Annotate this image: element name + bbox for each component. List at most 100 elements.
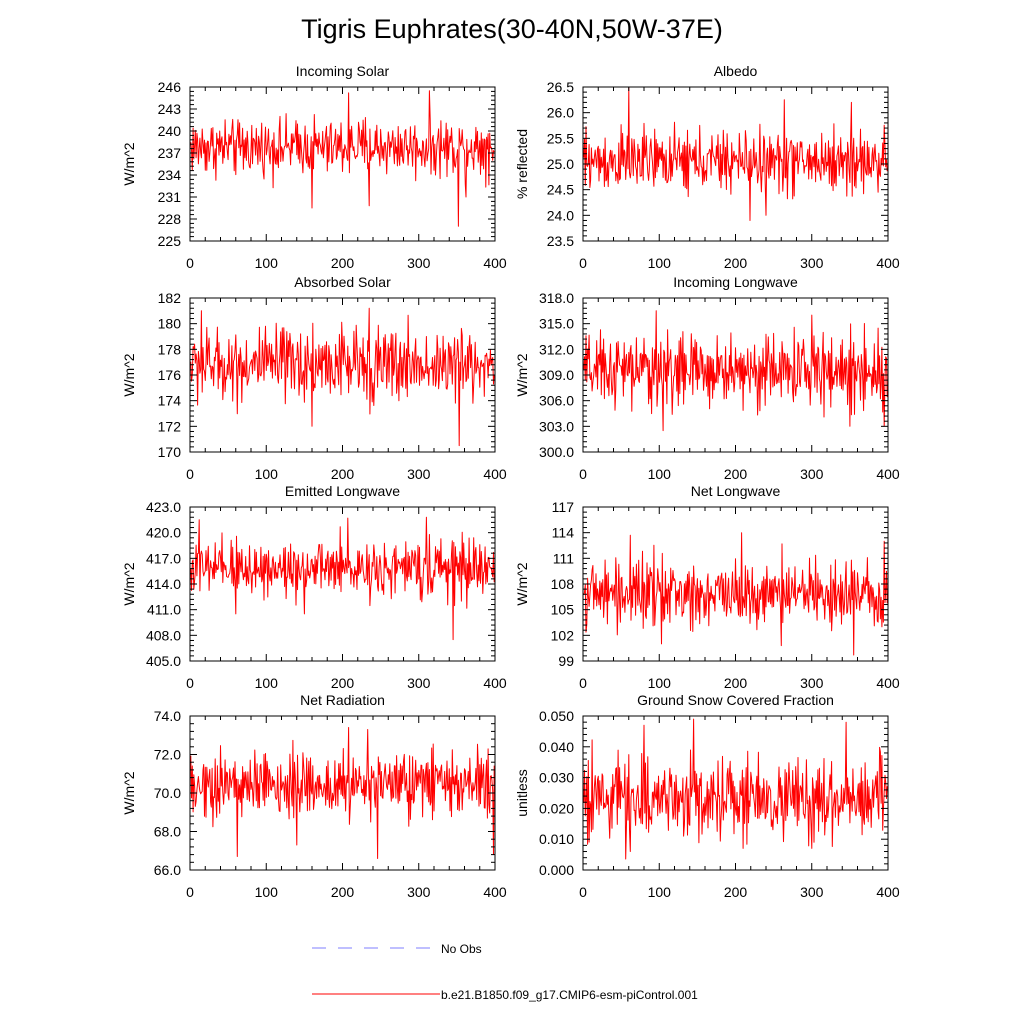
y-axis-label: W/m^2 [121,142,137,185]
panel-3: Absorbed Solar W/m^2 0 100 200 300 400 170 172 17… [121,274,507,482]
x-tick-label: 0 [579,255,587,271]
y-tick-label: 300.0 [539,444,574,460]
x-tick-label: 200 [724,675,748,691]
y-tick-label: 74.0 [154,708,181,724]
y-tick-label: 26.0 [547,105,574,121]
y-tick-label: 105 [551,602,575,618]
y-tick-label: 315.0 [539,316,574,332]
panel-title: Absorbed Solar [294,274,391,290]
panel-4: Incoming Longwave W/m^2 0 100 200 300 400 300.0… [514,274,900,482]
x-tick-label: 300 [800,466,824,482]
y-tick-label: 312.0 [539,341,574,357]
y-tick-label: 174 [158,393,182,409]
series-line [190,516,495,641]
x-tick-label: 300 [407,466,431,482]
panel-1: Incoming Solar W/m^2 0 100 200 300 400 225 228 23… [121,63,507,271]
plot-frame [582,297,889,453]
y-tick-label: 25.0 [547,156,574,172]
panel-5: Emitted Longwave W/m^2 0 100 200 300 400 405.0 4… [121,483,507,691]
y-axis-label: W/m^2 [514,353,530,396]
y-tick-label: 176 [158,367,182,383]
y-tick-label: 178 [158,341,182,357]
y-tick-label: 0.030 [539,770,574,786]
series-line [583,87,888,221]
series-line [583,532,888,656]
x-tick-label: 100 [648,466,672,482]
y-axis-label: % reflected [514,129,530,199]
panel-8: Ground Snow Covered Fraction unitless 0 100… [514,692,900,900]
series-line [190,727,495,859]
y-axis-label: W/m^2 [121,562,137,605]
y-tick-label: 318.0 [539,290,574,306]
y-tick-label: 24.5 [547,182,574,198]
series-line [190,90,495,227]
x-tick-label: 400 [876,255,900,271]
y-tick-label: 228 [158,211,182,227]
y-tick-label: 414.0 [146,576,181,592]
x-tick-label: 100 [255,466,279,482]
y-tick-label: 172 [158,418,182,434]
plot-frame [189,297,496,453]
panel-title: Emitted Longwave [285,483,400,499]
panel-7: Net Radiation W/m^2 0 100 200 300 400 66.0 68.0 7… [121,692,507,900]
y-axis-label: W/m^2 [121,353,137,396]
x-tick-label: 400 [483,255,507,271]
x-tick-label: 400 [483,884,507,900]
x-tick-label: 200 [331,675,355,691]
y-tick-label: 405.0 [146,653,181,669]
y-tick-label: 68.0 [154,824,181,840]
y-tick-label: 108 [551,576,575,592]
y-tick-label: 411.0 [147,602,181,618]
x-tick-label: 100 [255,255,279,271]
x-tick-label: 100 [648,255,672,271]
legend-run-line [312,993,440,995]
y-tick-label: 170 [158,444,182,460]
series-line [583,310,888,432]
legend-no-obs-line [312,947,440,949]
x-tick-label: 100 [648,884,672,900]
panel-2: Albedo % reflected 0 100 200 300 400 23.5 24.0 24… [514,63,900,271]
y-tick-label: 246 [158,79,182,95]
y-tick-label: 26.5 [547,79,574,95]
x-tick-label: 200 [724,255,748,271]
x-tick-label: 400 [876,466,900,482]
x-tick-label: 400 [876,675,900,691]
panel-title: Albedo [714,63,758,79]
y-tick-label: 180 [158,316,182,332]
x-tick-label: 0 [186,675,194,691]
y-tick-label: 117 [552,499,575,515]
series-line [190,307,495,447]
x-tick-label: 100 [255,884,279,900]
x-tick-label: 400 [483,675,507,691]
panel-title: Ground Snow Covered Fraction [637,692,834,708]
y-tick-label: 420.0 [146,525,181,541]
y-tick-label: 0.000 [539,862,574,878]
y-tick-label: 408.0 [146,627,181,643]
x-tick-label: 400 [876,884,900,900]
y-tick-label: 231 [158,189,182,205]
x-tick-label: 0 [186,255,194,271]
y-tick-label: 0.040 [539,739,574,755]
y-axis-label: W/m^2 [121,771,137,814]
y-tick-label: 24.0 [547,207,574,223]
y-tick-label: 99 [558,653,574,669]
x-tick-label: 0 [579,884,587,900]
y-tick-label: 309.0 [539,367,574,383]
x-tick-label: 300 [800,675,824,691]
figure-title: Tigris Euphrates(30-40N,50W-37E) [301,14,723,44]
x-tick-label: 100 [648,675,672,691]
y-tick-label: 0.010 [539,831,574,847]
x-tick-label: 200 [724,466,748,482]
y-axis-label: unitless [514,769,530,816]
x-tick-label: 300 [407,255,431,271]
y-tick-label: 114 [552,525,575,541]
x-tick-label: 200 [331,466,355,482]
x-tick-label: 300 [407,675,431,691]
x-tick-label: 0 [186,466,194,482]
y-tick-label: 240 [158,123,182,139]
y-tick-label: 306.0 [539,393,574,409]
panel-title: Incoming Solar [296,63,390,79]
panel-title: Net Radiation [300,692,385,708]
y-tick-label: 66.0 [154,862,181,878]
